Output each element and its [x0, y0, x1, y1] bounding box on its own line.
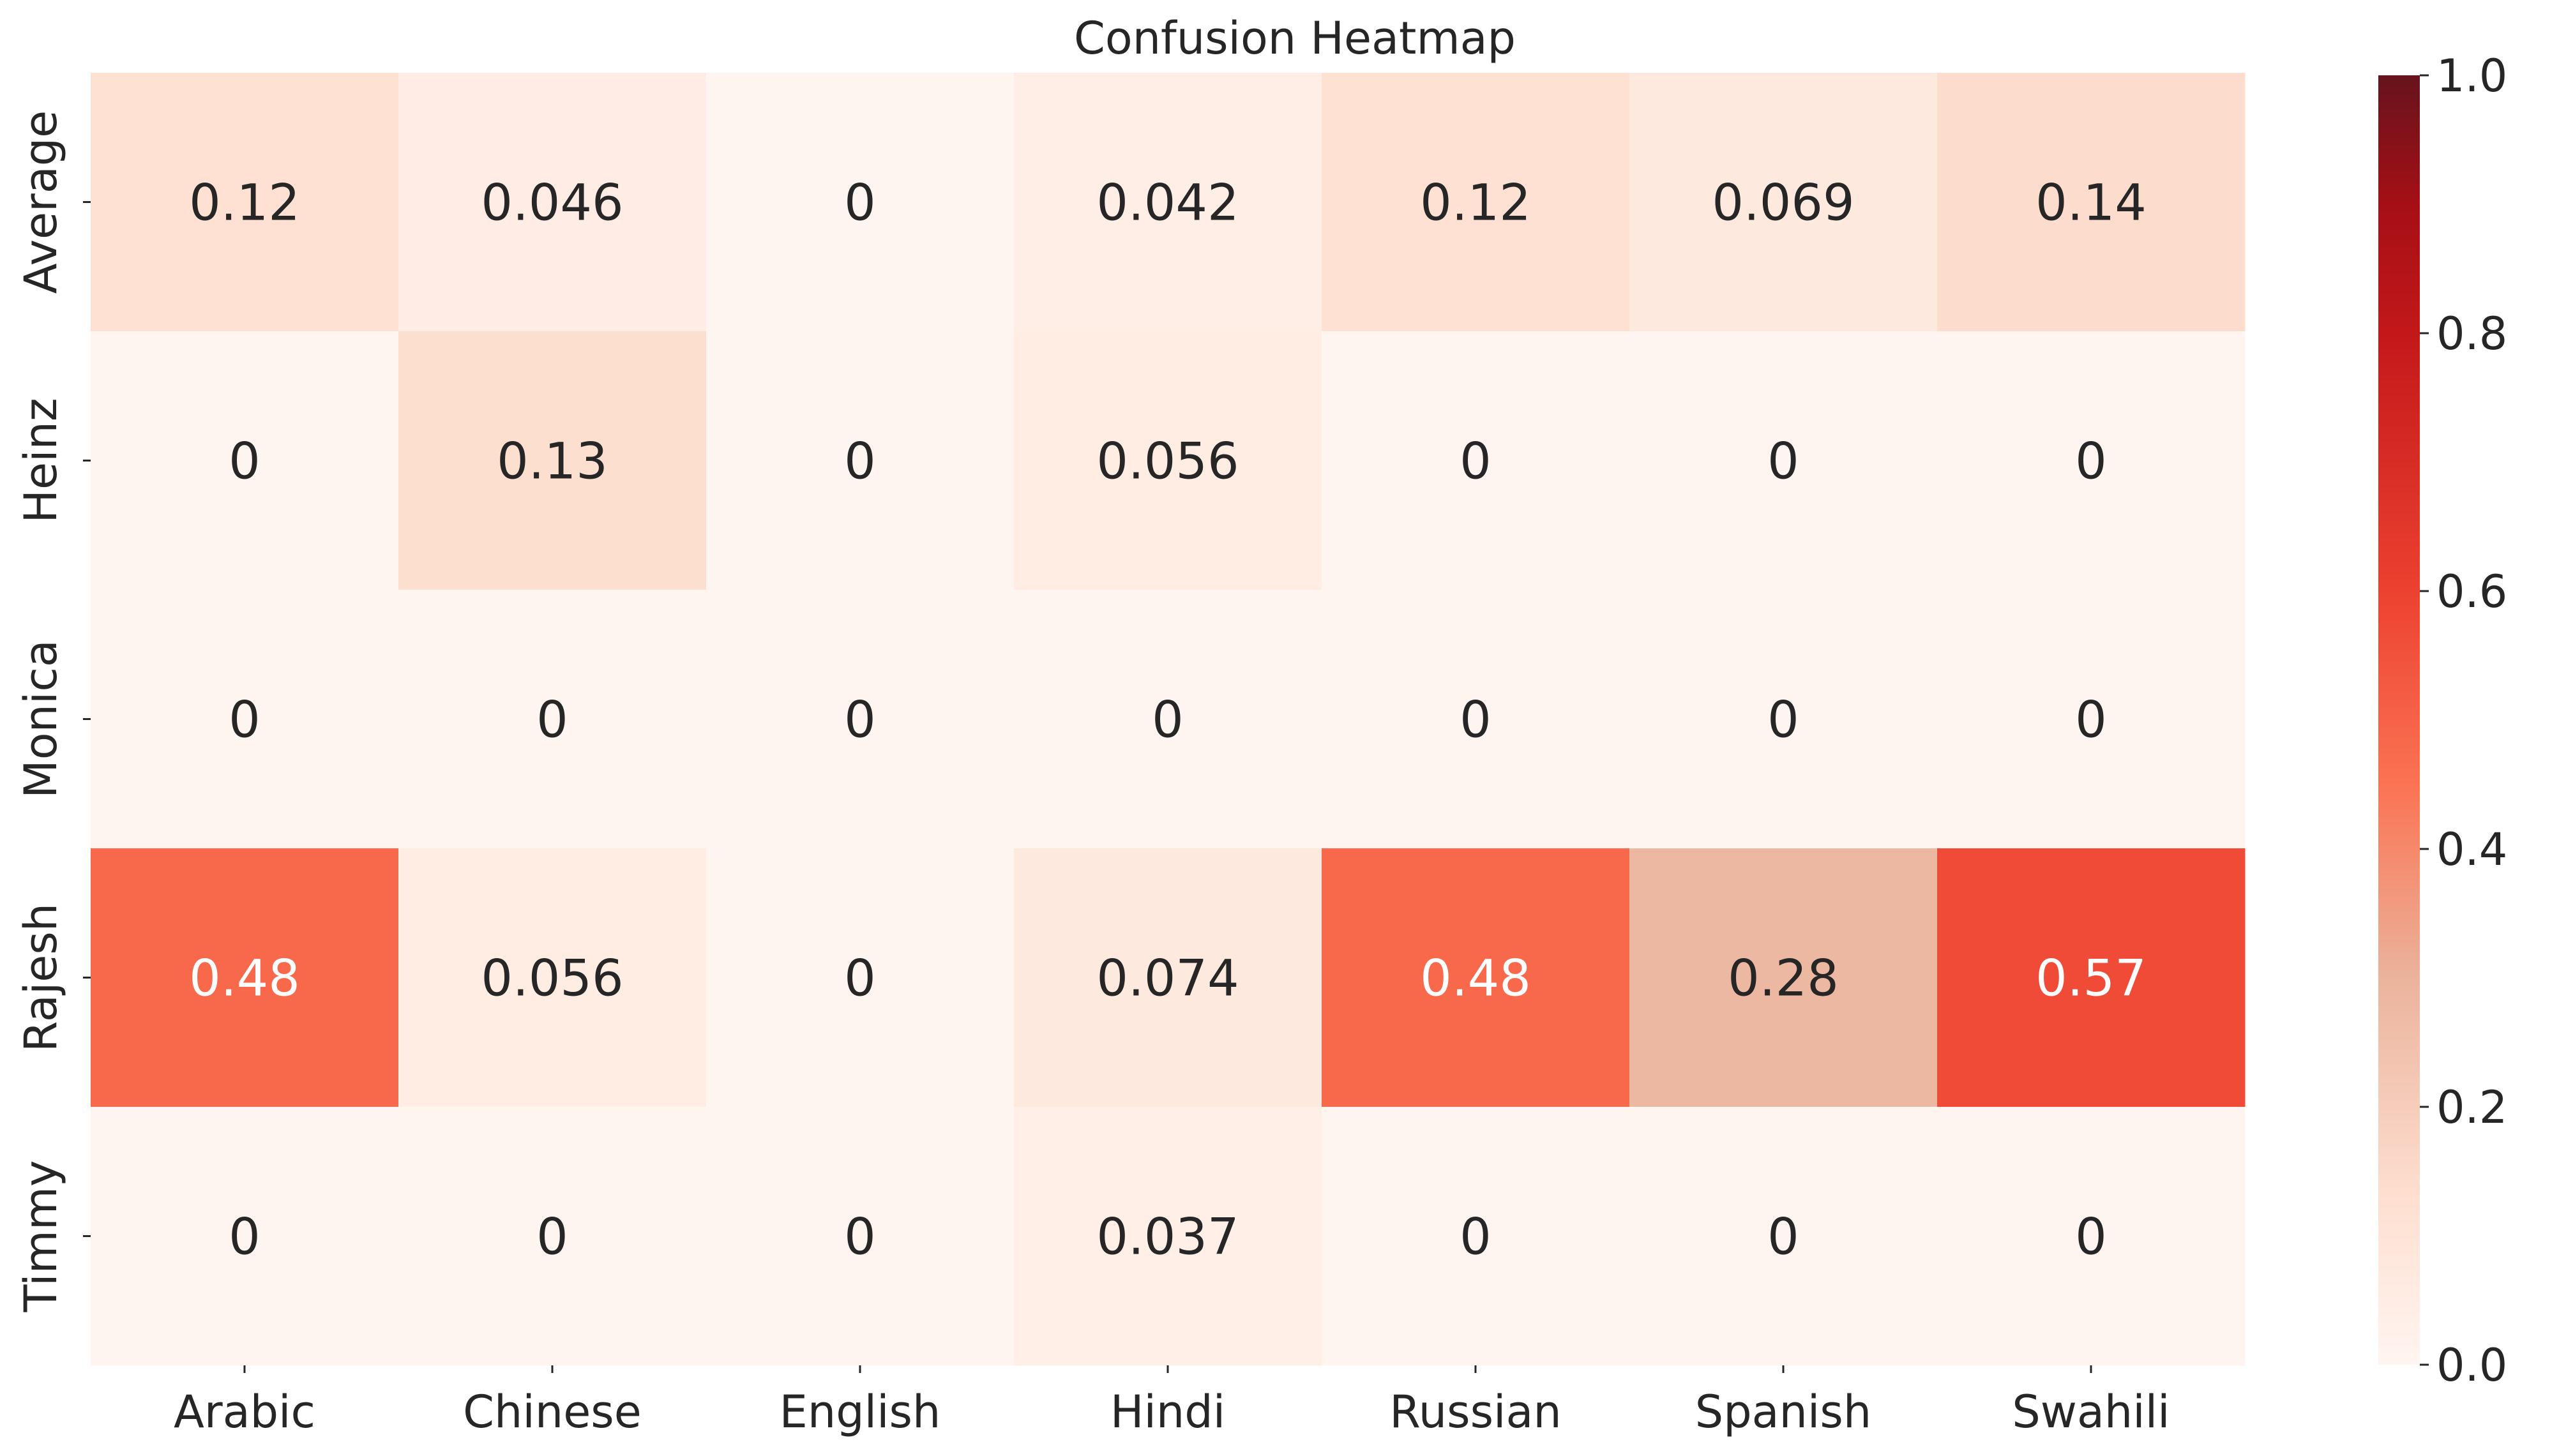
cell-value-label: 0 [2075, 433, 2107, 491]
heatmap-cell [1937, 73, 2246, 332]
x-tick-label: Hindi [1110, 1386, 1225, 1438]
cell-value-label: 0.57 [2035, 950, 2147, 1008]
heatmap-cell [1937, 331, 2246, 590]
colorbar-ticks: 0.0 0.2 0.4 0.6 0.8 1.0 [2420, 50, 2507, 1392]
heatmap-cell [1322, 73, 1630, 332]
heatmap-cell [706, 848, 1015, 1107]
heatmap-cell [1937, 848, 2246, 1107]
cell-value-label: 0 [2075, 692, 2107, 749]
heatmap-cell [1629, 73, 1938, 332]
cell-value-label: 0 [229, 1209, 260, 1266]
cell-value-label: 0 [536, 692, 568, 749]
y-tick-label: Timmy [15, 1160, 67, 1313]
cell-value-label: 0.48 [189, 950, 300, 1008]
heatmap-cell [398, 590, 707, 849]
heatmap-cell [91, 848, 399, 1107]
heatmap-cell-labels: 0.12 0.046 0 0.042 0.12 0.069 0.14 0 0.13 0 0.056 0… [189, 175, 2147, 1266]
cell-value-label: 0 [229, 692, 260, 749]
x-tick-label: Russian [1389, 1386, 1562, 1438]
heatmap-cell [706, 590, 1015, 849]
colorbar-tick-label: 0.2 [2436, 1081, 2507, 1134]
cell-value-label: 0.13 [497, 433, 608, 491]
x-tick-label: Chinese [463, 1386, 642, 1438]
y-tick-label: Monica [15, 640, 67, 798]
heatmap-cell [706, 1107, 1015, 1366]
heatmap-cell [706, 331, 1015, 590]
colorbar-tick-label: 0.4 [2436, 823, 2507, 876]
x-tick-label: Swahili [2012, 1386, 2170, 1438]
heatmap-cell [1014, 331, 1322, 590]
cell-value-label: 0.046 [481, 175, 623, 232]
cell-value-label: 0.14 [2035, 175, 2147, 232]
chart-title: Confusion Heatmap [1074, 12, 1516, 64]
cell-value-label: 0.12 [1420, 175, 1531, 232]
heatmap-cell [1014, 1107, 1322, 1366]
heatmap-cell [1937, 590, 2246, 849]
cell-value-label: 0 [844, 692, 876, 749]
cell-value-label: 0 [1767, 1209, 1799, 1266]
x-tick-label: Spanish [1695, 1386, 1871, 1438]
heatmap-cell [1629, 848, 1938, 1107]
y-tick-label: Average [15, 110, 67, 294]
x-axis-ticks: Arabic Chinese English Hindi Russian Spanish S… [174, 1365, 2170, 1438]
heatmap-cell [1014, 73, 1322, 332]
cell-value-label: 0 [844, 1209, 876, 1266]
cell-value-label: 0.48 [1420, 950, 1531, 1008]
colorbar: 0.0 0.2 0.4 0.6 0.8 1.0 [2378, 50, 2507, 1392]
heatmap-cell [1322, 331, 1630, 590]
colorbar-tick-label: 0.6 [2436, 566, 2507, 618]
cell-value-label: 0.042 [1096, 175, 1239, 232]
cell-value-label: 0 [1460, 1209, 1491, 1266]
heatmap-cell [91, 590, 399, 849]
heatmap-cell [1014, 590, 1322, 849]
heatmap-cell [1937, 1107, 2246, 1366]
cell-value-label: 0 [1767, 692, 1799, 749]
cell-value-label: 0 [844, 950, 876, 1008]
cell-value-label: 0 [844, 433, 876, 491]
heatmap-cell [91, 73, 399, 332]
heatmap-cells [91, 73, 2246, 1366]
cell-value-label: 0.28 [1728, 950, 1839, 1008]
y-axis-ticks: Average Heinz Monica Rajesh Timmy [15, 110, 91, 1313]
cell-value-label: 0 [844, 175, 876, 232]
heatmap-cell [1629, 590, 1938, 849]
heatmap-cell [398, 1107, 707, 1366]
heatmap-cell [398, 848, 707, 1107]
y-tick-label: Rajesh [15, 903, 67, 1052]
heatmap-cell [1322, 1107, 1630, 1366]
cell-value-label: 0 [536, 1209, 568, 1266]
heatmap-cell [1014, 848, 1322, 1107]
colorbar-tick-label: 0.8 [2436, 308, 2507, 360]
x-tick-label: English [780, 1386, 941, 1438]
heatmap-cell [91, 1107, 399, 1366]
heatmap-cell [706, 73, 1015, 332]
cell-value-label: 0.074 [1096, 950, 1239, 1008]
colorbar-tick-label: 1.0 [2436, 50, 2507, 102]
heatmap-cell [1629, 1107, 1938, 1366]
cell-value-label: 0 [229, 433, 260, 491]
heatmap-cell [91, 331, 399, 590]
colorbar-tick-label: 0.0 [2436, 1339, 2507, 1392]
cell-value-label: 0 [1460, 692, 1491, 749]
heatmap-cell [1322, 848, 1630, 1107]
y-tick-label: Heinz [15, 398, 67, 523]
heatmap-cell [1322, 590, 1630, 849]
heatmap-cell [1629, 331, 1938, 590]
heatmap-cell [398, 331, 707, 590]
cell-value-label: 0.069 [1712, 175, 1854, 232]
colorbar-gradient [2378, 75, 2420, 1365]
heatmap-cell [398, 73, 707, 332]
cell-value-label: 0.056 [1096, 433, 1239, 491]
cell-value-label: 0.037 [1096, 1209, 1239, 1266]
cell-value-label: 0.056 [481, 950, 623, 1008]
cell-value-label: 0 [1152, 692, 1184, 749]
cell-value-label: 0 [1460, 433, 1491, 491]
cell-value-label: 0.12 [189, 175, 300, 232]
cell-value-label: 0 [2075, 1209, 2107, 1266]
x-tick-label: Arabic [174, 1386, 315, 1438]
cell-value-label: 0 [1767, 433, 1799, 491]
